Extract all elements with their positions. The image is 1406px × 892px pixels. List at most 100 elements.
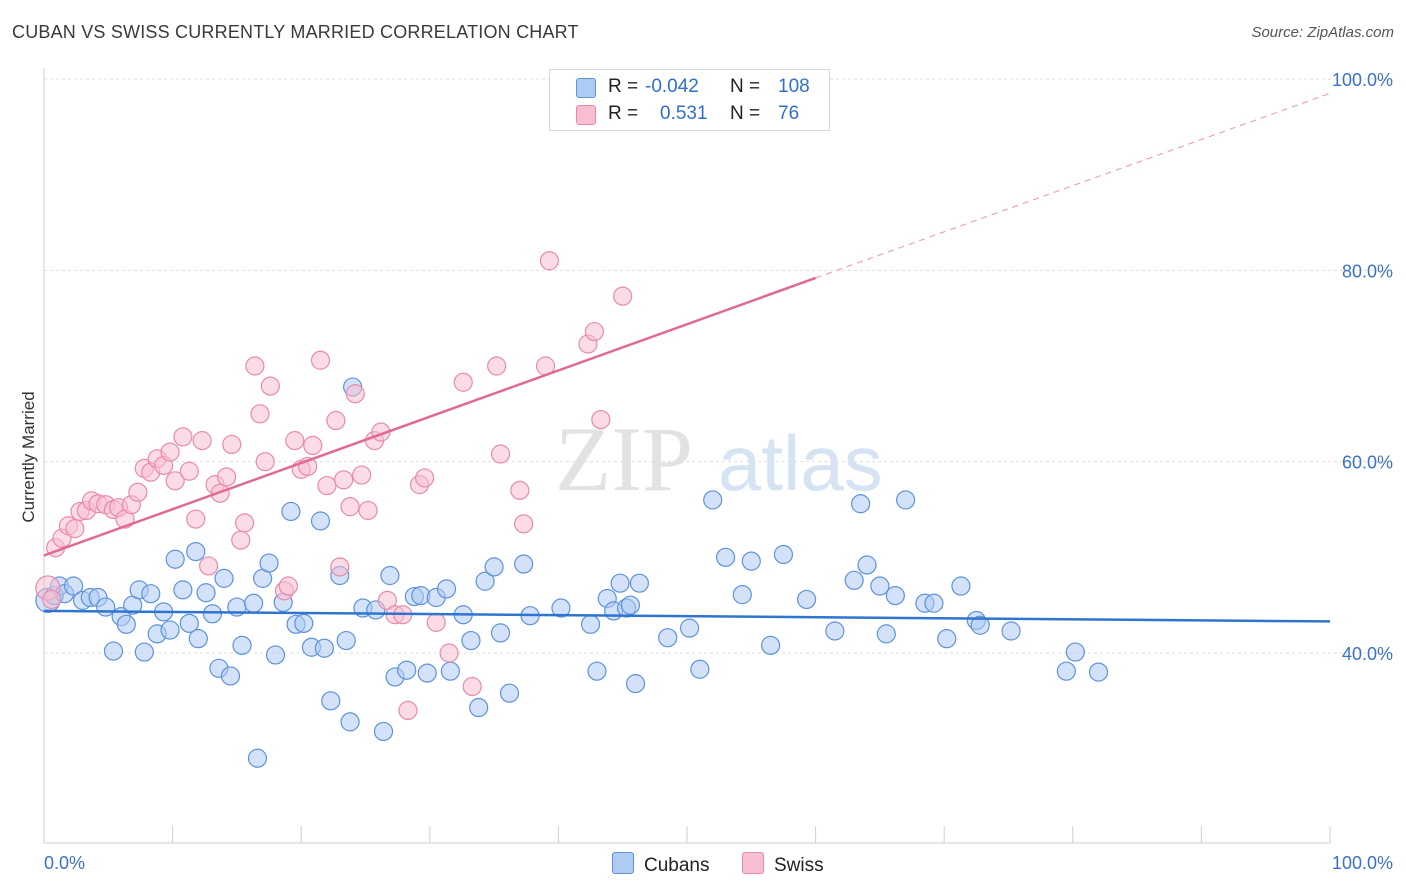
data-point: [352, 465, 372, 485]
data-point: [629, 573, 650, 593]
data-point: [165, 471, 185, 491]
data-point: [340, 497, 360, 517]
data-point: [380, 565, 400, 586]
data-point: [679, 618, 700, 638]
axes: [43, 68, 1331, 844]
y-tick-label: 60.0%: [1342, 453, 1393, 473]
data-point: [951, 576, 971, 596]
data-point: [610, 573, 630, 593]
data-point: [103, 641, 124, 661]
data-point: [1001, 621, 1021, 641]
data-point: [160, 620, 180, 640]
data-point: [186, 509, 206, 529]
data-point: [186, 541, 206, 562]
data-point: [65, 519, 85, 539]
data-point: [426, 612, 446, 632]
data-point: [440, 661, 460, 681]
data-point: [314, 638, 334, 658]
data-point: [620, 595, 641, 615]
trend-line-swiss: [43, 276, 817, 557]
data-point: [285, 431, 305, 451]
data-point: [469, 697, 489, 718]
data-point: [703, 490, 723, 510]
source-label: Source: ZipAtlas.com: [1251, 24, 1394, 41]
data-point: [134, 642, 154, 662]
watermark-atlas: atlas: [718, 419, 883, 507]
data-point: [294, 613, 314, 633]
data-point: [340, 712, 360, 732]
data-point: [192, 431, 212, 451]
data-point: [514, 514, 534, 534]
data-point: [245, 356, 265, 376]
data-point: [490, 444, 511, 464]
trend-line-swiss-extension: [815, 92, 1331, 279]
data-point: [773, 544, 794, 565]
data-point: [870, 576, 890, 596]
data-point: [116, 614, 136, 634]
data-point: [173, 580, 193, 600]
data-point: [247, 748, 268, 768]
data-point: [373, 721, 394, 742]
data-point: [484, 557, 504, 577]
data-point: [1056, 661, 1076, 681]
data-point: [358, 500, 378, 521]
data-point: [398, 700, 418, 721]
data-point: [857, 555, 877, 575]
data-point: [690, 659, 710, 679]
data-point: [244, 593, 264, 613]
data-point: [336, 630, 356, 651]
data-point: [584, 321, 605, 342]
legend-swatch-swiss: [576, 105, 596, 125]
data-point: [715, 547, 736, 567]
trend-line-cubans: [43, 609, 1331, 623]
legend-r-value: 0.531: [660, 103, 708, 124]
data-point: [876, 624, 896, 644]
legend-n-label: N =: [730, 76, 761, 97]
data-point: [453, 372, 473, 392]
data-point: [510, 480, 530, 500]
data-point: [265, 645, 286, 665]
legend-r-label: R =: [608, 76, 639, 97]
chart-title: CUBAN VS SWISS CURRENTLY MARRIED CORRELA…: [12, 22, 579, 42]
y-tick-label: 100.0%: [1332, 70, 1393, 90]
data-point: [462, 676, 482, 697]
data-point: [334, 470, 354, 490]
data-point: [231, 530, 251, 550]
data-point: [591, 409, 611, 430]
legend-row-swiss: R = 0.531 N = 76: [550, 101, 829, 127]
trend-lines: [43, 92, 1331, 623]
data-point: [310, 511, 331, 531]
data-point: [796, 589, 817, 610]
data-point: [202, 604, 223, 624]
swiss-swatch: [742, 852, 764, 874]
data-point: [222, 434, 242, 455]
data-point: [741, 551, 761, 571]
cubans-label: Cubans: [644, 855, 710, 876]
data-point: [42, 589, 62, 610]
data-point: [317, 475, 337, 496]
data-point: [250, 404, 270, 424]
data-point: [259, 553, 279, 573]
data-point: [260, 376, 280, 396]
legend-r-value: -0.042: [645, 76, 699, 97]
data-point: [179, 461, 199, 481]
data-point: [439, 643, 459, 663]
data-point: [417, 663, 437, 683]
data-point: [490, 623, 511, 643]
correlation-legend: R = -0.042 N = 108 R = 0.531 N = 76: [549, 69, 830, 131]
data-point: [844, 570, 864, 590]
data-point: [141, 584, 161, 604]
watermark-zip: ZIP: [555, 408, 693, 510]
data-point: [220, 666, 241, 686]
data-point: [924, 593, 944, 613]
data-point: [303, 435, 323, 456]
series-cubans: [35, 377, 1109, 768]
data-point: [415, 468, 435, 488]
data-point: [278, 576, 298, 596]
data-point: [732, 585, 752, 605]
data-point: [397, 660, 417, 680]
data-point: [1065, 642, 1085, 662]
data-point: [281, 501, 301, 522]
data-point: [613, 286, 633, 306]
